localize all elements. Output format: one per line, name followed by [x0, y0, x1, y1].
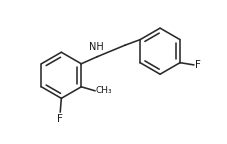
Text: NH: NH [88, 42, 103, 52]
Text: F: F [194, 60, 200, 70]
Text: F: F [57, 114, 63, 124]
Text: CH₃: CH₃ [96, 86, 112, 95]
